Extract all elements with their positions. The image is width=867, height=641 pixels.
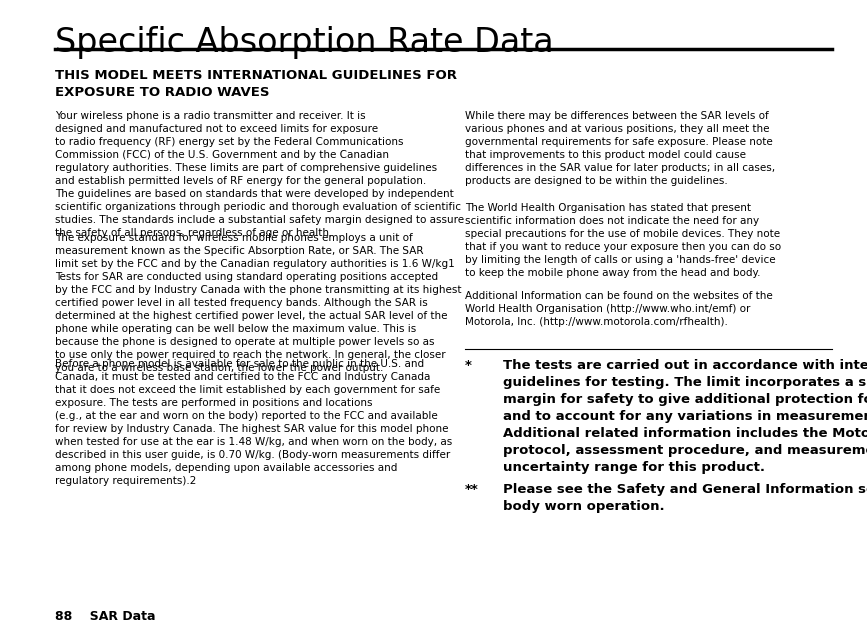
Text: The World Health Organisation has stated that present
scientific information doe: The World Health Organisation has stated… (465, 203, 781, 278)
Text: Additional Information can be found on the websites of the
World Health Organisa: Additional Information can be found on t… (465, 291, 772, 327)
Text: While there may be differences between the SAR levels of
various phones and at v: While there may be differences between t… (465, 111, 775, 186)
Text: THIS MODEL MEETS INTERNATIONAL GUIDELINES FOR
EXPOSURE TO RADIO WAVES: THIS MODEL MEETS INTERNATIONAL GUIDELINE… (55, 69, 457, 99)
Text: The tests are carried out in accordance with international
guidelines for testin: The tests are carried out in accordance … (503, 359, 867, 474)
Text: Please see the Safety and General Information section about
body worn operation.: Please see the Safety and General Inform… (503, 483, 867, 513)
Text: Specific Absorption Rate Data: Specific Absorption Rate Data (55, 26, 554, 59)
Text: 88    SAR Data: 88 SAR Data (55, 610, 155, 623)
Text: The exposure standard for wireless mobile phones employs a unit of
measurement k: The exposure standard for wireless mobil… (55, 233, 461, 374)
Text: **: ** (465, 483, 479, 496)
Text: *: * (465, 359, 472, 372)
Text: Before a phone model is available for sale to the public in the U.S. and
Canada,: Before a phone model is available for sa… (55, 359, 453, 487)
Text: Your wireless phone is a radio transmitter and receiver. It is
designed and manu: Your wireless phone is a radio transmitt… (55, 111, 464, 238)
